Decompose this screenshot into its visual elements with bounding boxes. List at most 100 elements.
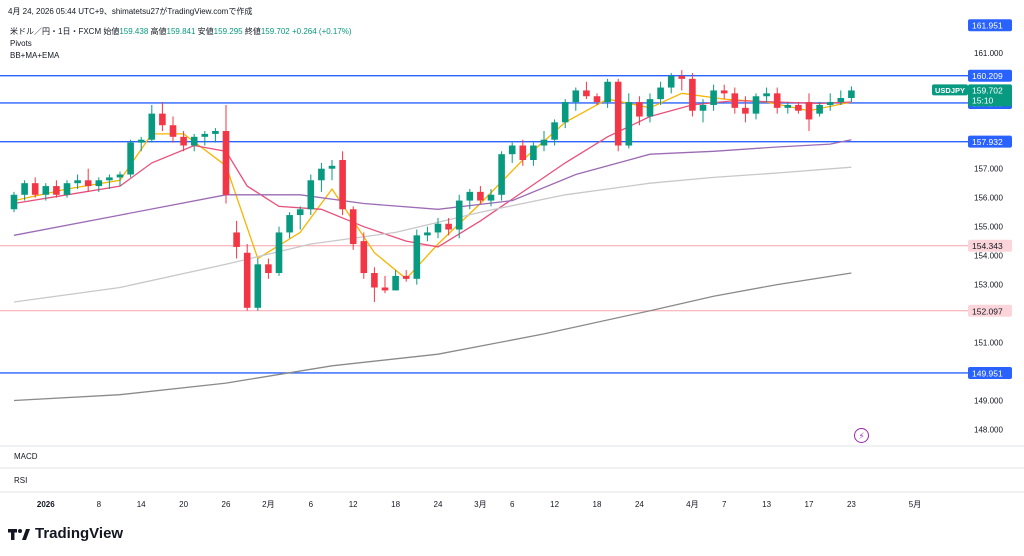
candle-body (561, 102, 569, 123)
y-tick-label: 149.000 (974, 397, 1003, 406)
candle-body (180, 136, 187, 146)
candle-body (487, 194, 495, 201)
candle-body (21, 183, 28, 195)
candle-body (296, 209, 304, 216)
x-tick-label: 8 (97, 500, 102, 509)
indicator-bb-ma-ema[interactable]: BB+MA+EMA (10, 51, 60, 60)
symbol-ohlc-line: 米ドル／円・1日・FXCM 始値159.438 高値159.841 安値159.… (10, 26, 352, 37)
candle-body (720, 90, 728, 94)
y-tick-label: 157.000 (974, 165, 1003, 174)
candle-body (233, 232, 240, 247)
candle-body (63, 183, 71, 195)
high-value: 159.841 (166, 27, 196, 36)
candle-body (657, 87, 664, 100)
candle-body (540, 139, 548, 146)
y-tick-label: 161.000 (974, 49, 1003, 58)
candle-body (254, 264, 262, 308)
symbol-tag-label: USDJPY (935, 86, 965, 95)
x-tick-label: 4月 (686, 500, 698, 509)
x-tick-label: 14 (137, 500, 146, 509)
candle-body (360, 241, 368, 274)
candle-body (742, 107, 749, 114)
candle-body (74, 180, 81, 184)
y-tick-label: 151.000 (974, 339, 1003, 348)
candle-body (95, 180, 103, 187)
candle-body (116, 174, 124, 178)
candle-body (286, 215, 293, 233)
candle-body (784, 104, 792, 108)
candle-body (498, 154, 505, 195)
candle-body (424, 232, 431, 236)
candle-body (646, 99, 654, 117)
bar-countdown-label: 15:10 (972, 95, 994, 105)
rsi-pane-label[interactable]: RSI (14, 476, 28, 485)
x-tick-label: 5月 (909, 500, 921, 509)
candle-body (339, 160, 346, 210)
pivot-price-tag (968, 69, 1012, 82)
candle-body (752, 96, 760, 114)
candle-body (593, 96, 601, 103)
candle-body (10, 194, 18, 210)
candle-body (190, 136, 198, 146)
open-label: 始値 (103, 27, 120, 36)
candle-body (307, 180, 315, 210)
candle-body (148, 113, 156, 140)
pivot-price-tag (968, 304, 1012, 317)
candle-body (667, 75, 675, 88)
candle-body (466, 191, 474, 201)
indicator-pivots[interactable]: Pivots (10, 39, 32, 48)
candle-body (31, 183, 39, 195)
created-timestamp: 4月 24, 2026 05:44 UTC+9、shimatetsu27がTra… (8, 7, 253, 16)
candle-body (710, 90, 717, 105)
pivot-price-label: 152.097 (972, 306, 1003, 316)
current-price-tag (968, 84, 1012, 107)
pivot-price-label: 157.932 (972, 137, 1003, 147)
pivot-price-label: 154.343 (972, 241, 1003, 251)
candle-body (636, 102, 643, 117)
candle-body (731, 93, 739, 108)
ma-series-line (13, 92, 852, 280)
change-value: +0.264 (+0.17%) (291, 27, 352, 36)
y-tick-label: 154.000 (974, 252, 1003, 261)
candle-body (519, 145, 527, 160)
y-tick-label: 155.000 (974, 223, 1003, 232)
x-tick-label: 12 (349, 500, 358, 509)
lightning-icon[interactable]: ⚡ (854, 428, 869, 443)
candle-body (328, 165, 336, 169)
candle-body (530, 145, 537, 160)
candle-body (381, 287, 389, 291)
pivot-price-tag (968, 239, 1012, 252)
y-tick-label: 156.000 (974, 194, 1003, 203)
candle-body (137, 139, 145, 143)
symbol-title: 米ドル／円・1日・FXCM (10, 27, 102, 36)
pivot-price-tag (968, 19, 1012, 32)
current-price-label: 159.702 (972, 85, 1003, 95)
candle-body (763, 93, 770, 97)
y-tick-label: 148.000 (974, 426, 1003, 435)
tradingview-logo: TradingView (8, 525, 123, 542)
low-value: 159.295 (213, 27, 243, 36)
candle-body (53, 186, 60, 195)
pivot-price-label: 149.951 (972, 368, 1003, 378)
pivot-price-label: 161.951 (972, 21, 1003, 31)
candle-body (699, 104, 707, 111)
candle-body (275, 232, 283, 274)
candle-body (773, 93, 781, 108)
x-tick-label: 26 (222, 500, 231, 509)
candle-body (816, 104, 823, 114)
ma-series-line (13, 272, 852, 402)
macd-pane-label[interactable]: MACD (14, 452, 38, 461)
candle-body (625, 102, 633, 146)
candle-body (455, 200, 463, 230)
candle-body (445, 223, 452, 230)
close-value: 159.702 (260, 27, 290, 36)
candle-body (477, 191, 484, 201)
x-tick-label: 3月 (474, 500, 486, 509)
candle-body (583, 90, 590, 97)
candle-body (201, 133, 209, 137)
candle-body (434, 223, 442, 233)
candle-body (159, 113, 166, 126)
x-tick-label: 20 (179, 500, 188, 509)
x-tick-label: 18 (391, 500, 400, 509)
